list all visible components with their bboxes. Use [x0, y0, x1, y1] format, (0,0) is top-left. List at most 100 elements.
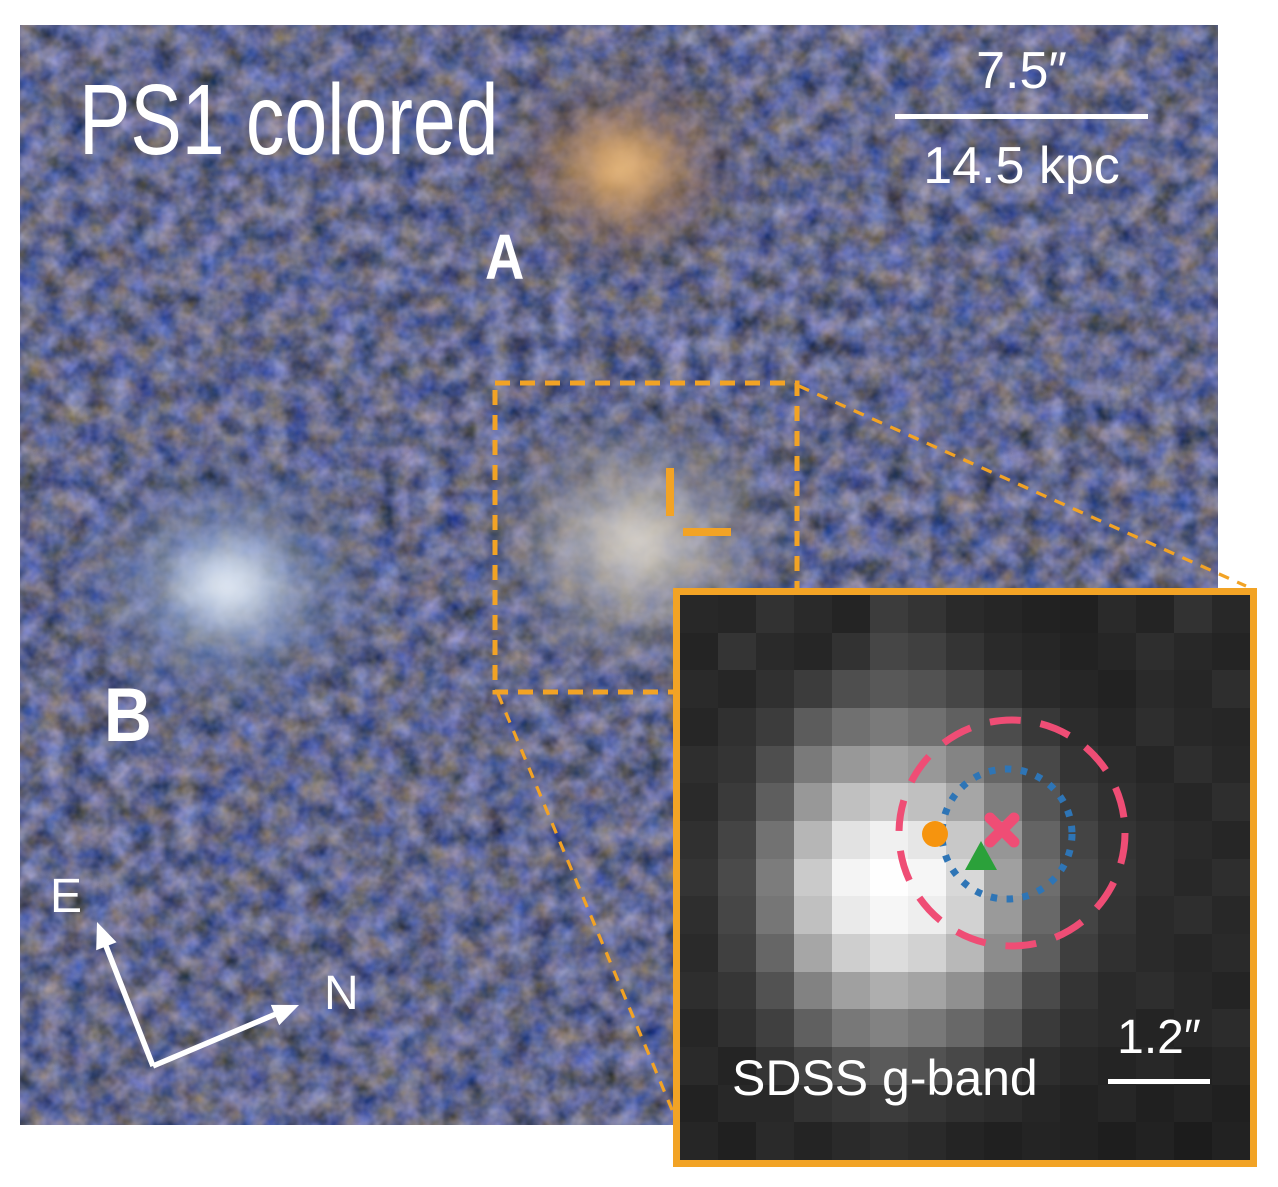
sdss-pixel [794, 1047, 832, 1085]
sdss-pixel [870, 1009, 908, 1047]
sdss-pixel [1174, 896, 1212, 934]
sdss-pixel [1174, 971, 1212, 1010]
sdss-pixel [756, 896, 794, 934]
sdss-pixel [756, 708, 794, 746]
galaxy-a-label: A [485, 221, 525, 293]
sdss-pixel [718, 896, 756, 934]
inset-scale-bar: 1.2″ [1108, 1014, 1210, 1084]
sdss-pixel [832, 934, 870, 972]
sdss-pixel [1212, 1009, 1250, 1047]
sdss-pixel [946, 1084, 984, 1123]
sdss-pixel [832, 971, 870, 1010]
sdss-pixel [1060, 858, 1098, 897]
sdss-pixel [1060, 670, 1098, 708]
sdss-pixel-grid [680, 595, 1250, 1160]
sdss-pixel [870, 896, 908, 934]
sdss-pixel [1212, 708, 1250, 746]
sdss-pixel [1212, 934, 1250, 972]
main-scale-bar-line [895, 114, 1148, 119]
sdss-pixel [1022, 1009, 1060, 1047]
sdss-pixel [1174, 745, 1212, 784]
sdss-pixel [984, 1122, 1022, 1160]
sdss-pixel [1212, 1047, 1250, 1085]
x-marker [984, 812, 1020, 848]
sdss-pixel [1060, 934, 1098, 972]
green-triangle-marker [965, 841, 997, 870]
sdss-pixel [794, 1122, 832, 1160]
sdss-pixel [1212, 858, 1250, 897]
sdss-pixel [680, 971, 718, 1010]
sdss-pixel [794, 934, 832, 972]
sdss-pixel [756, 971, 794, 1010]
sdss-pixel [680, 1009, 718, 1047]
sdss-pixel [1174, 595, 1212, 633]
sdss-pixel [984, 1084, 1022, 1123]
sdss-pixel [1060, 1009, 1098, 1047]
sdss-pixel [680, 1122, 718, 1160]
sdss-pixel [1174, 783, 1212, 821]
main-scale-bar: 7.5″ 14.5 kpc [895, 45, 1148, 192]
inset-markers [895, 716, 1129, 950]
sdss-pixel [1212, 595, 1250, 633]
sdss-pixel [1174, 1009, 1212, 1047]
sdss-pixel [832, 708, 870, 746]
sdss-pixel [984, 934, 1022, 972]
sdss-pixel [908, 1047, 946, 1085]
galaxy-b-blob [58, 446, 398, 726]
blue-dotted-circle-marker [938, 765, 1076, 903]
sdss-pixel [1136, 896, 1174, 934]
sdss-pixel [718, 858, 756, 897]
sdss-pixel [1022, 632, 1060, 671]
sdss-pixel [756, 934, 794, 972]
sdss-pixel [718, 670, 756, 708]
sdss-pixel [794, 632, 832, 671]
sdss-pixel [680, 783, 718, 821]
sdss-pixel [1212, 1122, 1250, 1160]
sdss-pixel [756, 1084, 794, 1123]
sdss-pixel [870, 1047, 908, 1085]
sdss-pixel [680, 670, 718, 708]
sdss-pixel [1022, 896, 1060, 934]
sdss-pixel [1136, 1047, 1174, 1085]
sdss-pixel [680, 1084, 718, 1123]
sdss-pixel [794, 1009, 832, 1047]
sdss-pixel [1098, 821, 1136, 859]
inset-scale-bar-line [1108, 1079, 1210, 1084]
sdss-pixel [1212, 971, 1250, 1010]
sdss-pixel [832, 783, 870, 821]
sdss-pixel [832, 821, 870, 859]
sdss-pixel [1060, 708, 1098, 746]
sdss-pixel [1022, 1122, 1060, 1160]
sdss-pixel [794, 783, 832, 821]
sdss-pixel [718, 1122, 756, 1160]
sdss-pixel [908, 1084, 946, 1123]
sdss-pixel [1136, 708, 1174, 746]
sdss-pixel [1212, 896, 1250, 934]
sdss-pixel [794, 745, 832, 784]
sdss-pixel [1174, 934, 1212, 972]
sdss-pixel [718, 934, 756, 972]
sdss-pixel [1022, 934, 1060, 972]
compass-north-label: N [324, 967, 359, 1020]
sdss-pixel [680, 1047, 718, 1085]
sdss-pixel [1136, 971, 1174, 1010]
sdss-pixel [680, 934, 718, 972]
sdss-pixel [1174, 632, 1212, 671]
sdss-inset-panel: SDSS g-band 1.2″ [673, 588, 1257, 1167]
sdss-pixel [1174, 1084, 1212, 1123]
sdss-pixel [718, 745, 756, 784]
sdss-pixel [794, 1084, 832, 1123]
sdss-pixel [794, 821, 832, 859]
sdss-pixel [984, 745, 1022, 784]
sdss-pixel [1098, 934, 1136, 972]
sdss-pixel [680, 632, 718, 671]
sdss-pixel [1212, 632, 1250, 671]
sdss-pixel [1022, 1084, 1060, 1123]
sdss-pixel [680, 595, 718, 633]
sdss-pixel [908, 934, 946, 972]
sdss-pixel [1212, 670, 1250, 708]
sdss-pixel [1022, 595, 1060, 633]
sdss-pixel [946, 971, 984, 1010]
sdss-pixel [908, 858, 946, 897]
sdss-pixel [756, 670, 794, 708]
